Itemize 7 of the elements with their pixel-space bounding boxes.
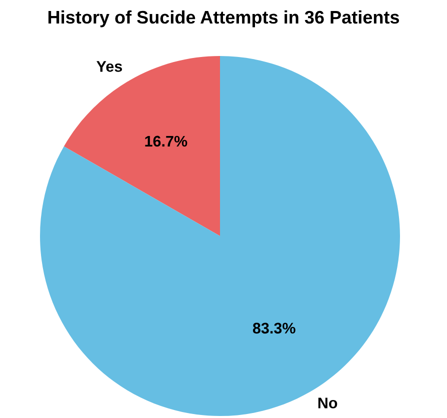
pie-slice bbox=[64, 56, 220, 236]
data-label: 83.3% bbox=[252, 322, 296, 334]
chart-title: History of Sucide Attempts in 36 Patients bbox=[48, 10, 400, 28]
pie-slice bbox=[40, 56, 400, 416]
slice-label: No bbox=[318, 398, 338, 408]
slice-label: Yes bbox=[96, 61, 122, 72]
data-label: 16.7% bbox=[145, 136, 188, 147]
